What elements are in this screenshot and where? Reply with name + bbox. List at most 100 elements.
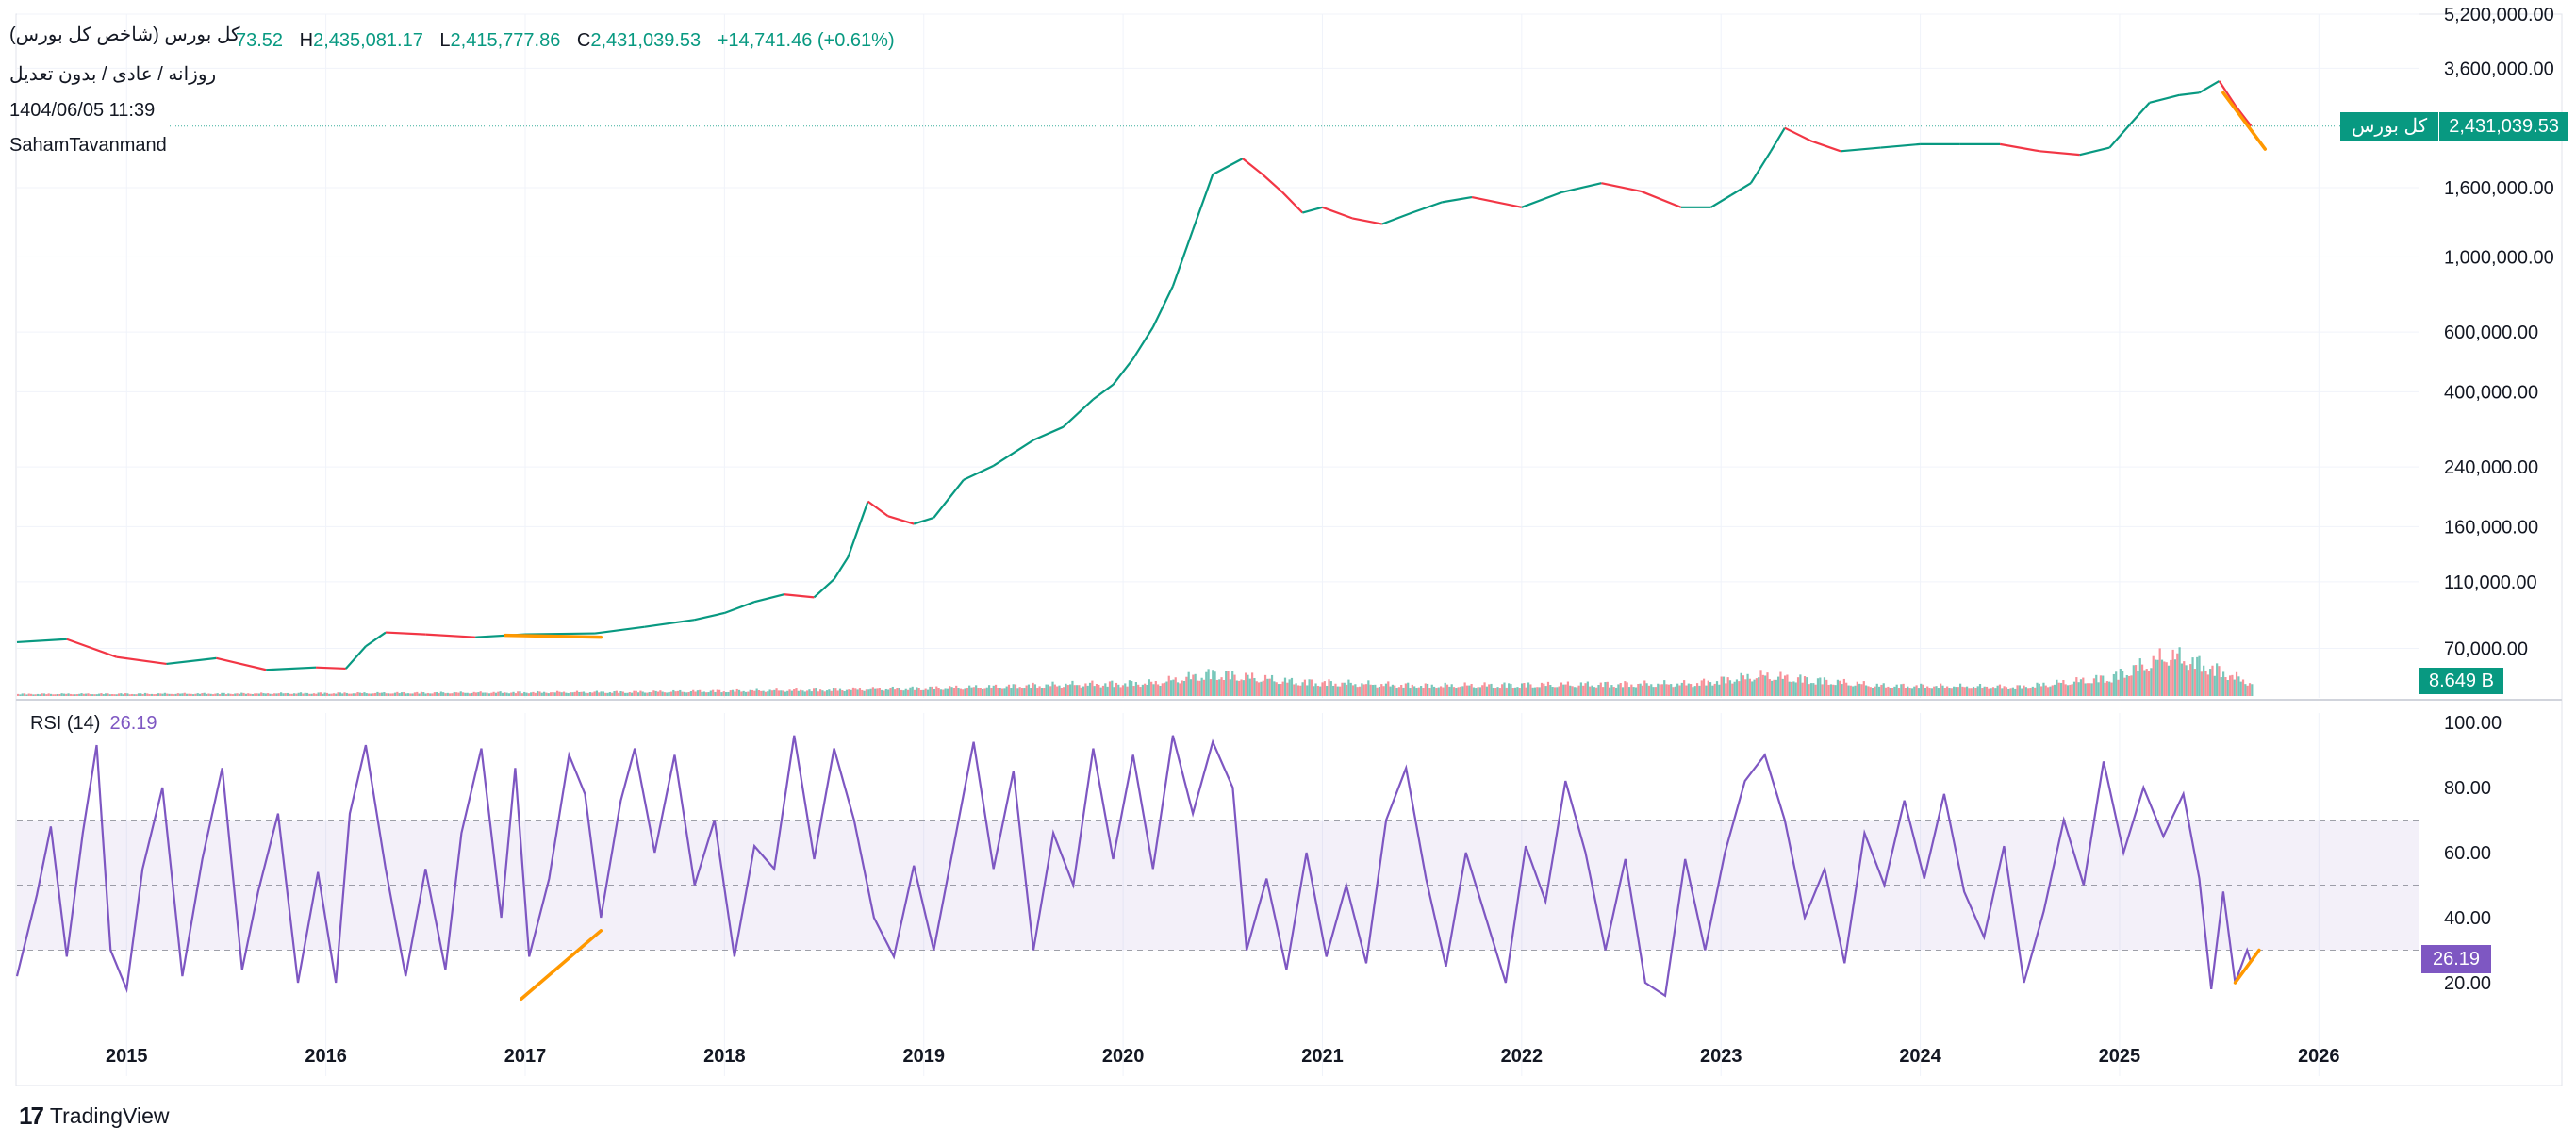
volume-bar — [155, 694, 157, 696]
volume-bar — [484, 692, 487, 696]
volume-bar — [1842, 678, 1845, 696]
tradingview-brand[interactable]: 17 TradingView — [19, 1102, 170, 1131]
volume-bar — [751, 689, 754, 696]
volume-bar — [400, 692, 404, 696]
volume-bar — [701, 691, 703, 696]
volume-bar — [72, 694, 74, 696]
volume-bar — [1286, 682, 1289, 696]
volume-bar — [135, 694, 138, 696]
volume-bar — [1832, 684, 1835, 696]
volume-bar — [2160, 659, 2164, 696]
volume-bar — [42, 693, 46, 696]
volume-bar — [922, 689, 925, 696]
volume-bar — [2024, 687, 2027, 696]
volume-bar — [2200, 671, 2203, 696]
volume-bar — [731, 689, 735, 696]
volume-bar — [1544, 686, 1547, 696]
datetime-label: 1404/06/05 11:39 — [9, 100, 156, 121]
volume-bar — [124, 693, 127, 696]
volume-bar — [992, 685, 995, 696]
volume-bar — [345, 692, 348, 696]
volume-bar — [1465, 685, 1469, 696]
volume-bar — [919, 689, 923, 696]
volume-bar — [952, 688, 956, 696]
volume-bar — [615, 690, 618, 696]
volume-bar — [1518, 688, 1521, 696]
volume-bar — [2089, 683, 2091, 696]
volume-bar — [461, 692, 465, 696]
volume-bar — [881, 689, 883, 696]
volume-bar — [1946, 686, 1949, 696]
volume-bar — [1415, 688, 1418, 696]
volume-bar — [41, 693, 43, 696]
volume-bar — [143, 692, 147, 696]
price-series-line — [644, 619, 695, 628]
volume-bar — [2241, 679, 2245, 696]
volume-bar — [1895, 684, 1898, 696]
volume-bar — [1915, 685, 1918, 696]
volume-bar — [593, 691, 596, 696]
tradingview-logo-icon: 17 — [19, 1102, 44, 1130]
volume-bar — [282, 693, 285, 696]
volume-bar — [1566, 681, 1570, 696]
volume-bar — [341, 693, 344, 696]
rsi-axis-tick: 100.00 — [2444, 713, 2502, 734]
volume-bar — [1602, 687, 1605, 696]
volume-bar — [937, 688, 940, 696]
volume-bar — [867, 689, 870, 696]
volume-bar — [1834, 685, 1837, 696]
volume-bar — [742, 690, 745, 696]
volume-bar — [797, 690, 800, 696]
volume-bar — [1124, 683, 1127, 696]
volume-bar — [393, 692, 397, 696]
volume-bar — [1176, 682, 1180, 696]
volume-bar — [931, 686, 933, 696]
volume-bar — [1948, 688, 1951, 696]
volume-bar — [1280, 684, 1282, 696]
volume-bar — [1430, 684, 1433, 696]
volume-bar — [1161, 683, 1164, 696]
symbol-name[interactable]: کل بورس (شاخص کل بورس) — [9, 25, 240, 45]
volume-bar — [391, 693, 394, 696]
volume-bar — [982, 688, 984, 696]
volume-bar — [52, 694, 55, 696]
volume-bar — [1185, 676, 1188, 696]
volume-bar — [1790, 681, 1793, 696]
volume-bar — [319, 692, 322, 696]
volume-bar — [565, 692, 568, 696]
volume-bar — [299, 692, 303, 696]
volume-bar — [1709, 682, 1712, 696]
interval-label[interactable]: روزانه / عادی / بدون تعدیل — [9, 64, 217, 85]
price-series-line — [1730, 182, 1752, 196]
rsi-legend-label: RSI (14) — [30, 713, 101, 734]
volume-bar — [946, 688, 949, 696]
volume-bar — [1579, 682, 1582, 696]
volume-bar — [2071, 684, 2073, 696]
volume-bar — [1650, 684, 1653, 696]
volume-bar — [1069, 684, 1072, 696]
volume-bar — [962, 689, 965, 696]
volume-bar — [1571, 686, 1574, 696]
volume-bar — [1564, 684, 1567, 696]
volume-bar — [631, 692, 634, 696]
volume-bar — [929, 686, 932, 696]
volume-bar — [1202, 679, 1206, 696]
volume-bar — [1836, 679, 1840, 696]
volume-bar — [348, 693, 351, 696]
volume-bar — [1025, 685, 1028, 696]
volume-bar — [924, 688, 927, 696]
volume-bar — [1516, 687, 1519, 696]
volume-bar — [280, 692, 283, 696]
volume-bar — [652, 690, 655, 696]
volume-bar — [848, 689, 850, 696]
volume-bar — [1667, 684, 1670, 696]
rsi-legend[interactable]: RSI (14) 26.19 — [30, 713, 157, 735]
volume-bar — [1985, 686, 1989, 696]
volume-bar — [128, 694, 131, 696]
volume-bar — [1847, 685, 1850, 696]
volume-bar — [2163, 661, 2166, 696]
volume-bar — [1889, 688, 1891, 696]
volume-bar — [1994, 688, 1997, 696]
volume-bar — [619, 690, 622, 696]
